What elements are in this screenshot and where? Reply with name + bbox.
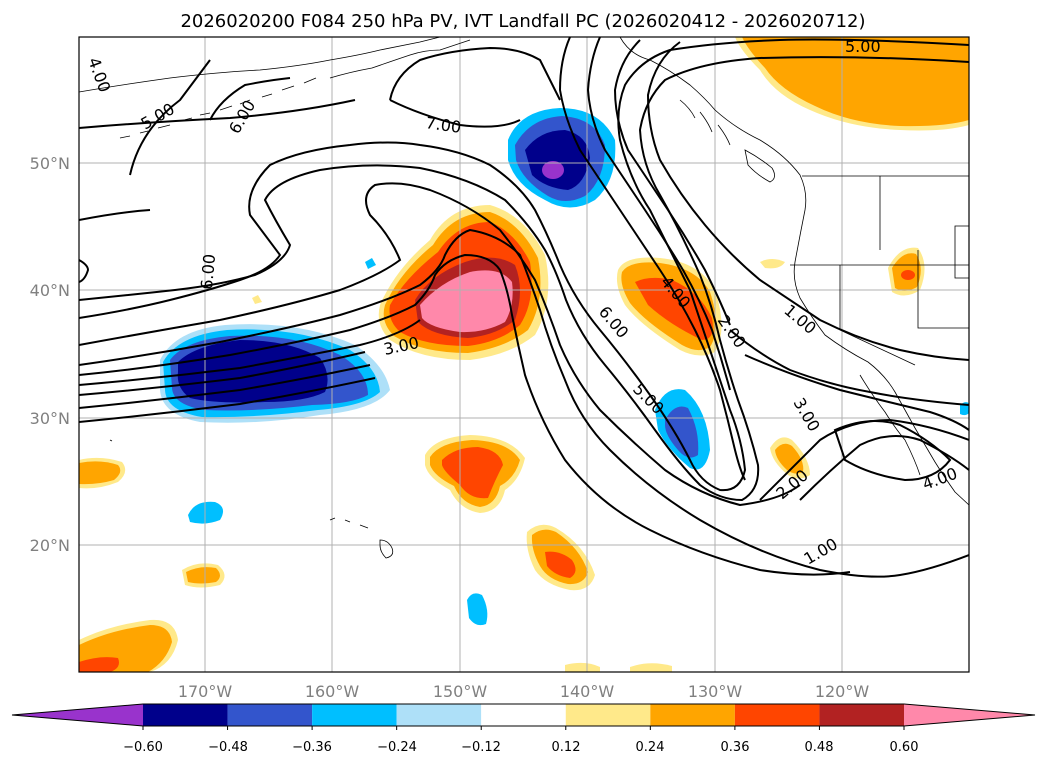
lon-tick-label: 130°W bbox=[688, 682, 743, 701]
colorbar-tick-label: 0.24 bbox=[636, 740, 665, 755]
lon-tick-label: 120°W bbox=[815, 682, 870, 701]
colorbar-swatch bbox=[227, 704, 313, 726]
colorbar-swatch bbox=[12, 704, 143, 726]
colorbar bbox=[11, 703, 1036, 730]
colorbar-tick-label: −0.48 bbox=[208, 740, 248, 755]
colorbar-swatch bbox=[565, 704, 651, 726]
negative-anomaly-small-2 bbox=[467, 593, 488, 626]
colorbar-swatch bbox=[143, 704, 228, 726]
colorbar-tick-label: −0.12 bbox=[461, 740, 501, 755]
negative-anomaly-small-1 bbox=[188, 501, 224, 524]
lon-tick-label: 160°W bbox=[305, 682, 360, 701]
positive-anomaly-southeast bbox=[526, 524, 595, 591]
colorbar-swatch bbox=[312, 704, 397, 726]
colorbar-tick-label: 0.60 bbox=[890, 740, 919, 755]
lat-tick-label: 30°N bbox=[30, 409, 70, 428]
lat-tick-label: 40°N bbox=[30, 281, 70, 300]
lon-tick-label: 150°W bbox=[433, 682, 488, 701]
lon-tick-label: 140°W bbox=[560, 682, 615, 701]
colorbar-swatch bbox=[481, 704, 566, 726]
colorbar-tick-label: 0.48 bbox=[805, 740, 834, 755]
colorbar-tick-label: 0.12 bbox=[552, 740, 581, 755]
figure-title: 2026020200 F084 250 hPa PV, IVT Landfall… bbox=[180, 11, 865, 32]
lon-tick-label: 170°W bbox=[178, 682, 233, 701]
colorbar-swatch bbox=[396, 704, 482, 726]
colorbar-tick-label: −0.24 bbox=[377, 740, 417, 755]
pv-contours bbox=[79, 37, 969, 578]
lon-tick-labels: 170°W 160°W 150°W 140°W 130°W 120°W bbox=[178, 682, 870, 701]
contour-label: 6.00 bbox=[197, 253, 219, 290]
negative-anomaly-north bbox=[508, 108, 616, 208]
colorbar-swatch bbox=[819, 704, 904, 726]
contour-label: 7.00 bbox=[424, 113, 462, 137]
map-frame bbox=[78, 36, 970, 673]
colorbar-swatch bbox=[650, 704, 735, 726]
gridlines bbox=[79, 37, 969, 672]
positive-anomaly-south bbox=[425, 435, 525, 513]
colorbar-tick-labels: −0.60 −0.48 −0.36 −0.24 −0.12 0.12 0.24 … bbox=[123, 740, 918, 755]
colorbar-tick-label: −0.36 bbox=[292, 740, 332, 755]
colorbar-tick-label: 0.36 bbox=[721, 740, 750, 755]
coastlines bbox=[79, 37, 969, 559]
map-panel: 4.00 5.00 6.00 7.00 5.00 6.00 3.00 4.00 … bbox=[79, 37, 969, 672]
positive-anomaly-east bbox=[616, 257, 722, 356]
contour-label: 5.00 bbox=[845, 37, 881, 56]
colorbar-tick-label: −0.60 bbox=[123, 740, 163, 755]
lat-tick-labels: 50°N 40°N 30°N 20°N bbox=[30, 154, 70, 555]
lat-tick-label: 50°N bbox=[30, 154, 70, 173]
colorbar-swatch bbox=[904, 704, 1035, 726]
colorbar-swatch bbox=[734, 704, 820, 726]
lat-tick-label: 20°N bbox=[30, 536, 70, 555]
negative-anomaly-south bbox=[655, 389, 710, 470]
